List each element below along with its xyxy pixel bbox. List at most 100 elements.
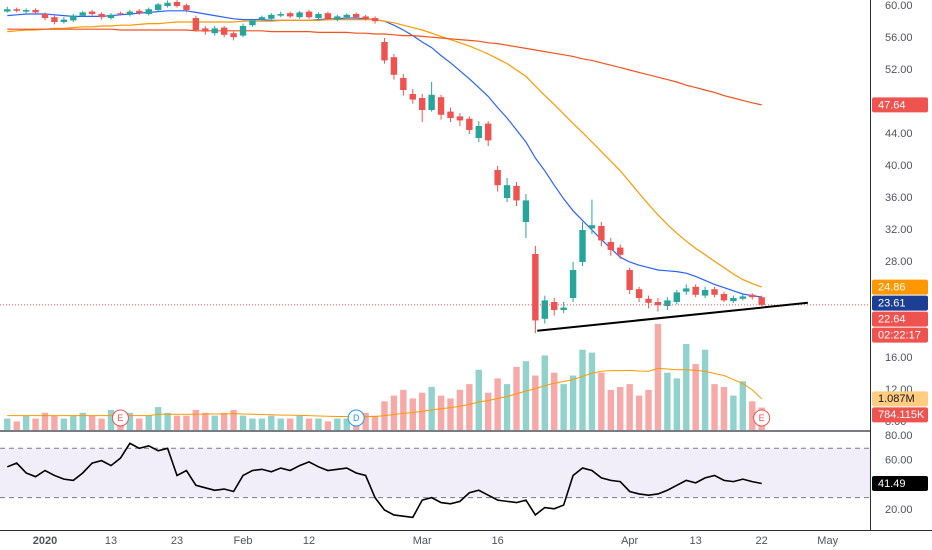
y-tick-label: 60.00 (885, 0, 913, 12)
candle-body (522, 200, 530, 222)
rsi-line (6, 442, 762, 519)
candle-body (617, 247, 624, 255)
y-tick-label: 40.00 (885, 160, 913, 172)
candle-body (390, 57, 398, 75)
candle-body (447, 111, 454, 118)
volume-bar (70, 415, 77, 430)
last-price-badge-bg (872, 311, 928, 327)
candle-body (98, 14, 105, 18)
candle-body (70, 15, 77, 21)
volume-bar (692, 364, 699, 430)
y-tick-label: 32.00 (885, 224, 913, 236)
volume-bar (673, 378, 681, 430)
candle-body (475, 126, 482, 138)
candle-body (503, 185, 511, 198)
candle-body (588, 225, 596, 229)
candle-body (220, 27, 228, 35)
volume-bar (503, 384, 511, 430)
candle-body (494, 170, 501, 186)
volume-bar (173, 415, 181, 430)
candle-body (569, 270, 577, 298)
volume-bar (437, 395, 445, 430)
rsi-pane (0, 442, 870, 519)
candle-body (154, 4, 162, 10)
volume-bar (202, 412, 209, 430)
candle-body (381, 42, 388, 61)
volume-bar (164, 412, 171, 430)
rsi-tick-label: 80.00 (885, 430, 913, 442)
volume-bar (466, 384, 473, 430)
volume-bar (551, 372, 558, 430)
volume-bar (211, 415, 218, 430)
ma-value-badge: 47.64 (878, 99, 906, 111)
candle-body (635, 289, 643, 298)
ma-value-badge-bg (872, 295, 928, 311)
event-label: E (759, 413, 765, 423)
ma-value-badge-bg (872, 279, 928, 295)
candle-body (749, 294, 756, 298)
candle-body (664, 300, 671, 306)
candle-body (32, 10, 39, 13)
rsi-badge-bg (872, 475, 928, 491)
candle-body (107, 14, 115, 18)
candle-body (409, 94, 416, 100)
volume-bar (532, 375, 539, 430)
volume-bar (485, 392, 492, 430)
volume-bar (635, 395, 643, 430)
volume-bar (145, 415, 152, 430)
volume-bar (41, 412, 49, 430)
volume-ma-badge-bg (872, 391, 928, 407)
volume-bar (390, 395, 398, 430)
volume-bar (645, 389, 652, 430)
candle-body (334, 16, 341, 20)
volume-bar (607, 389, 614, 430)
volume-bar (447, 398, 454, 430)
x-tick-label: 23 (171, 535, 183, 547)
volume-bar (371, 415, 379, 430)
volume-bar (428, 387, 435, 430)
moving-average-line (7, 28, 762, 106)
volume-bar (258, 418, 266, 430)
candle-body (352, 14, 360, 18)
volume-bar (654, 323, 662, 430)
volume-bar (617, 387, 624, 430)
volume-bar (579, 349, 586, 430)
candle-body (145, 9, 152, 14)
event-marker (347, 409, 365, 427)
rsi-band (0, 448, 870, 498)
volume-bar (409, 398, 416, 430)
volume-bar (4, 418, 11, 430)
volume-bar (626, 384, 633, 430)
candle-body (211, 28, 218, 34)
y-tick-label: 56.00 (885, 32, 913, 44)
volume-bar (683, 344, 690, 430)
candle-body (4, 9, 11, 12)
candle-body (607, 242, 614, 250)
volume-bar (334, 418, 341, 430)
candle-body (437, 97, 445, 115)
candle-body (192, 18, 200, 30)
volume-bar (192, 409, 200, 430)
candle-body (117, 13, 124, 15)
candle-body (711, 289, 718, 295)
candle-body (202, 28, 209, 32)
volume-bar (456, 389, 464, 430)
candle-body (400, 78, 407, 90)
candle-body (277, 14, 284, 16)
price-badges: 47.64 24.86 23.61 22.64 02:22:17 1.087M 784.11… (872, 97, 928, 491)
volume-bar (136, 418, 143, 430)
candle-body (183, 5, 190, 10)
volume-bar (475, 369, 482, 430)
candle-body (419, 98, 426, 110)
event-label: E (117, 413, 123, 423)
volume-bar (277, 418, 284, 430)
volume-bar (701, 349, 709, 430)
candle-body (136, 10, 143, 14)
candle-body (22, 10, 30, 12)
candle-body (626, 270, 633, 290)
candle-body (249, 20, 256, 26)
candle-body (230, 33, 237, 38)
